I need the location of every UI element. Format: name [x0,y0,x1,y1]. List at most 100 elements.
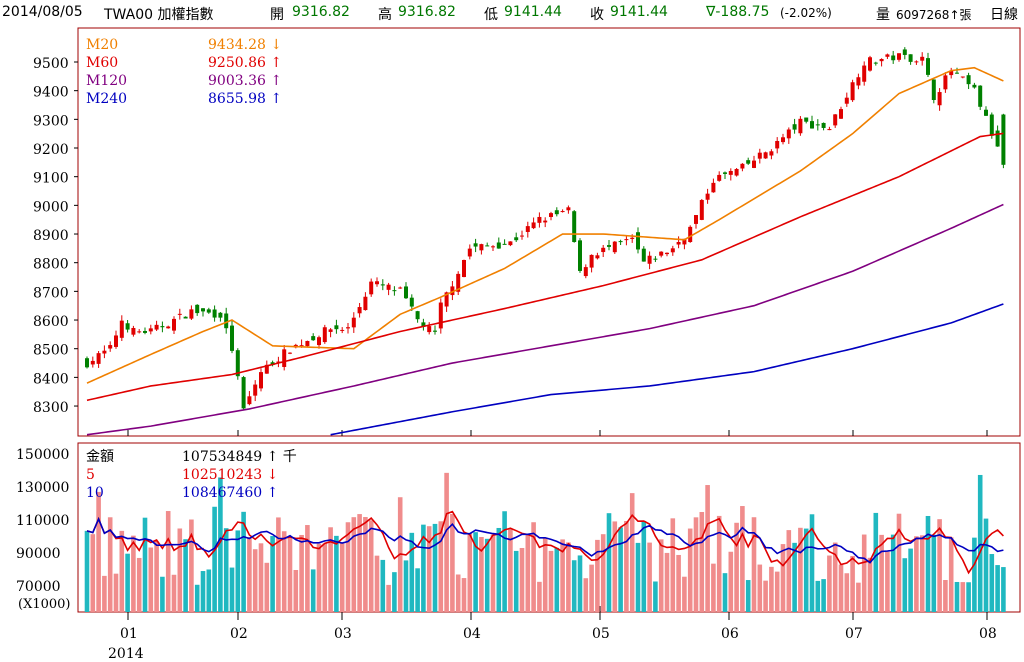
candle-up [850,82,855,101]
candle-up [108,345,113,349]
candle-up [630,237,635,239]
volume-bar [844,573,850,612]
volume-bar [107,517,113,612]
candle-down [409,297,414,307]
volume-bar [479,536,484,612]
volume-bar [682,576,687,612]
candle-up [508,241,513,246]
price-tick-label: 9300 [33,113,69,129]
candle-up [491,246,495,248]
volume-bar [803,528,809,612]
volume-bar [711,563,716,612]
candle-up [166,326,171,329]
candle-up [114,335,118,347]
volume-label: 量 [876,7,890,23]
volume-bar [769,566,774,612]
candle-down [653,258,658,260]
price-tick-label: 8900 [33,228,69,244]
candle-down [218,312,223,318]
volume-bar [113,573,119,612]
volume-bar [693,517,699,612]
candle-down [972,84,977,88]
candle-down [241,377,246,409]
volume-bar [827,555,832,612]
candle-up [427,326,432,333]
volume-bar [873,512,879,612]
candle-up [398,287,403,289]
month-label: 06 [721,626,739,642]
volume-bar [229,567,235,612]
volume-value: 6097268↑張 [896,8,972,22]
candle-down [792,124,797,130]
volume-bar [426,526,432,612]
quote-header: 2014/08/05 TWA00 加權指數 開 9316.82 高 9316.8… [0,0,1024,26]
legend-value: 107534849 ↑ 千 [182,449,297,465]
volume-bar [734,522,739,612]
candle-up [670,248,675,253]
volume-tick-label: 130000 [16,480,69,496]
price-legend: M20 9434.28 ↓ M60 9250.86 ↑ M120 9003.36 ↑ M24… [86,36,286,108]
legend-row: M240 8655.98 ↑ [86,90,286,108]
volume-bar [513,550,519,612]
volume-bar [305,525,310,612]
volume-bar [948,537,954,612]
candle-down [230,325,234,351]
volume-bar [902,558,908,612]
candle-down [891,55,896,61]
candle-up [148,328,153,332]
symbol: TWA00 加權指數 [104,7,214,23]
volume-bar [363,517,368,612]
volume-bar [954,581,960,612]
volume-bar [751,517,757,612]
price-tick-label: 8600 [33,314,69,330]
candle-up [566,207,571,211]
volume-ma10-line [86,516,1004,564]
candle-up [833,114,838,126]
volume-bar [438,521,444,612]
year-label: 2014 [108,646,144,662]
candle-up [757,152,762,159]
volume-bar [821,579,826,612]
candle-up [479,244,484,251]
month-label: 01 [120,626,138,642]
candle-down [810,121,814,129]
candle-up [525,226,530,232]
legend-row: M120 9003.36 ↑ [86,72,286,90]
volume-bar [977,474,983,612]
candle-up [949,70,954,76]
volume-bar [885,551,890,612]
candle-up [317,337,321,346]
candle-down [125,323,130,330]
volume-bar [421,524,426,612]
volume-bar [345,522,351,612]
price-tick-label: 9000 [33,199,69,215]
legend-row: 5 102510243 ↓ [86,466,336,484]
volume-bar [629,493,635,612]
volume-bar [200,571,206,612]
volume-bar [577,555,583,612]
candle-up [682,238,687,245]
candle-up [659,251,664,256]
month-label: 07 [845,626,863,642]
candle-up [467,248,472,257]
candle-up [537,216,542,223]
candle-up [601,247,606,253]
candle-down [235,350,240,377]
volume-bar [699,511,705,612]
volume-bar [716,515,722,612]
candle-down [618,241,623,243]
candle-up [357,307,362,314]
legend-name: M120 [86,73,128,89]
candle-up [879,58,884,62]
candle-down [201,308,205,312]
candle-up [96,353,101,364]
price-tick-label: 8800 [33,257,69,273]
volume-bar [351,517,357,612]
candle-down [334,325,339,330]
price-tick-label: 8300 [33,400,69,416]
candle-down [746,160,751,164]
volume-bar [972,537,977,612]
volume-bar [554,547,560,612]
volume-bar [861,534,867,612]
candle-down [554,210,559,215]
